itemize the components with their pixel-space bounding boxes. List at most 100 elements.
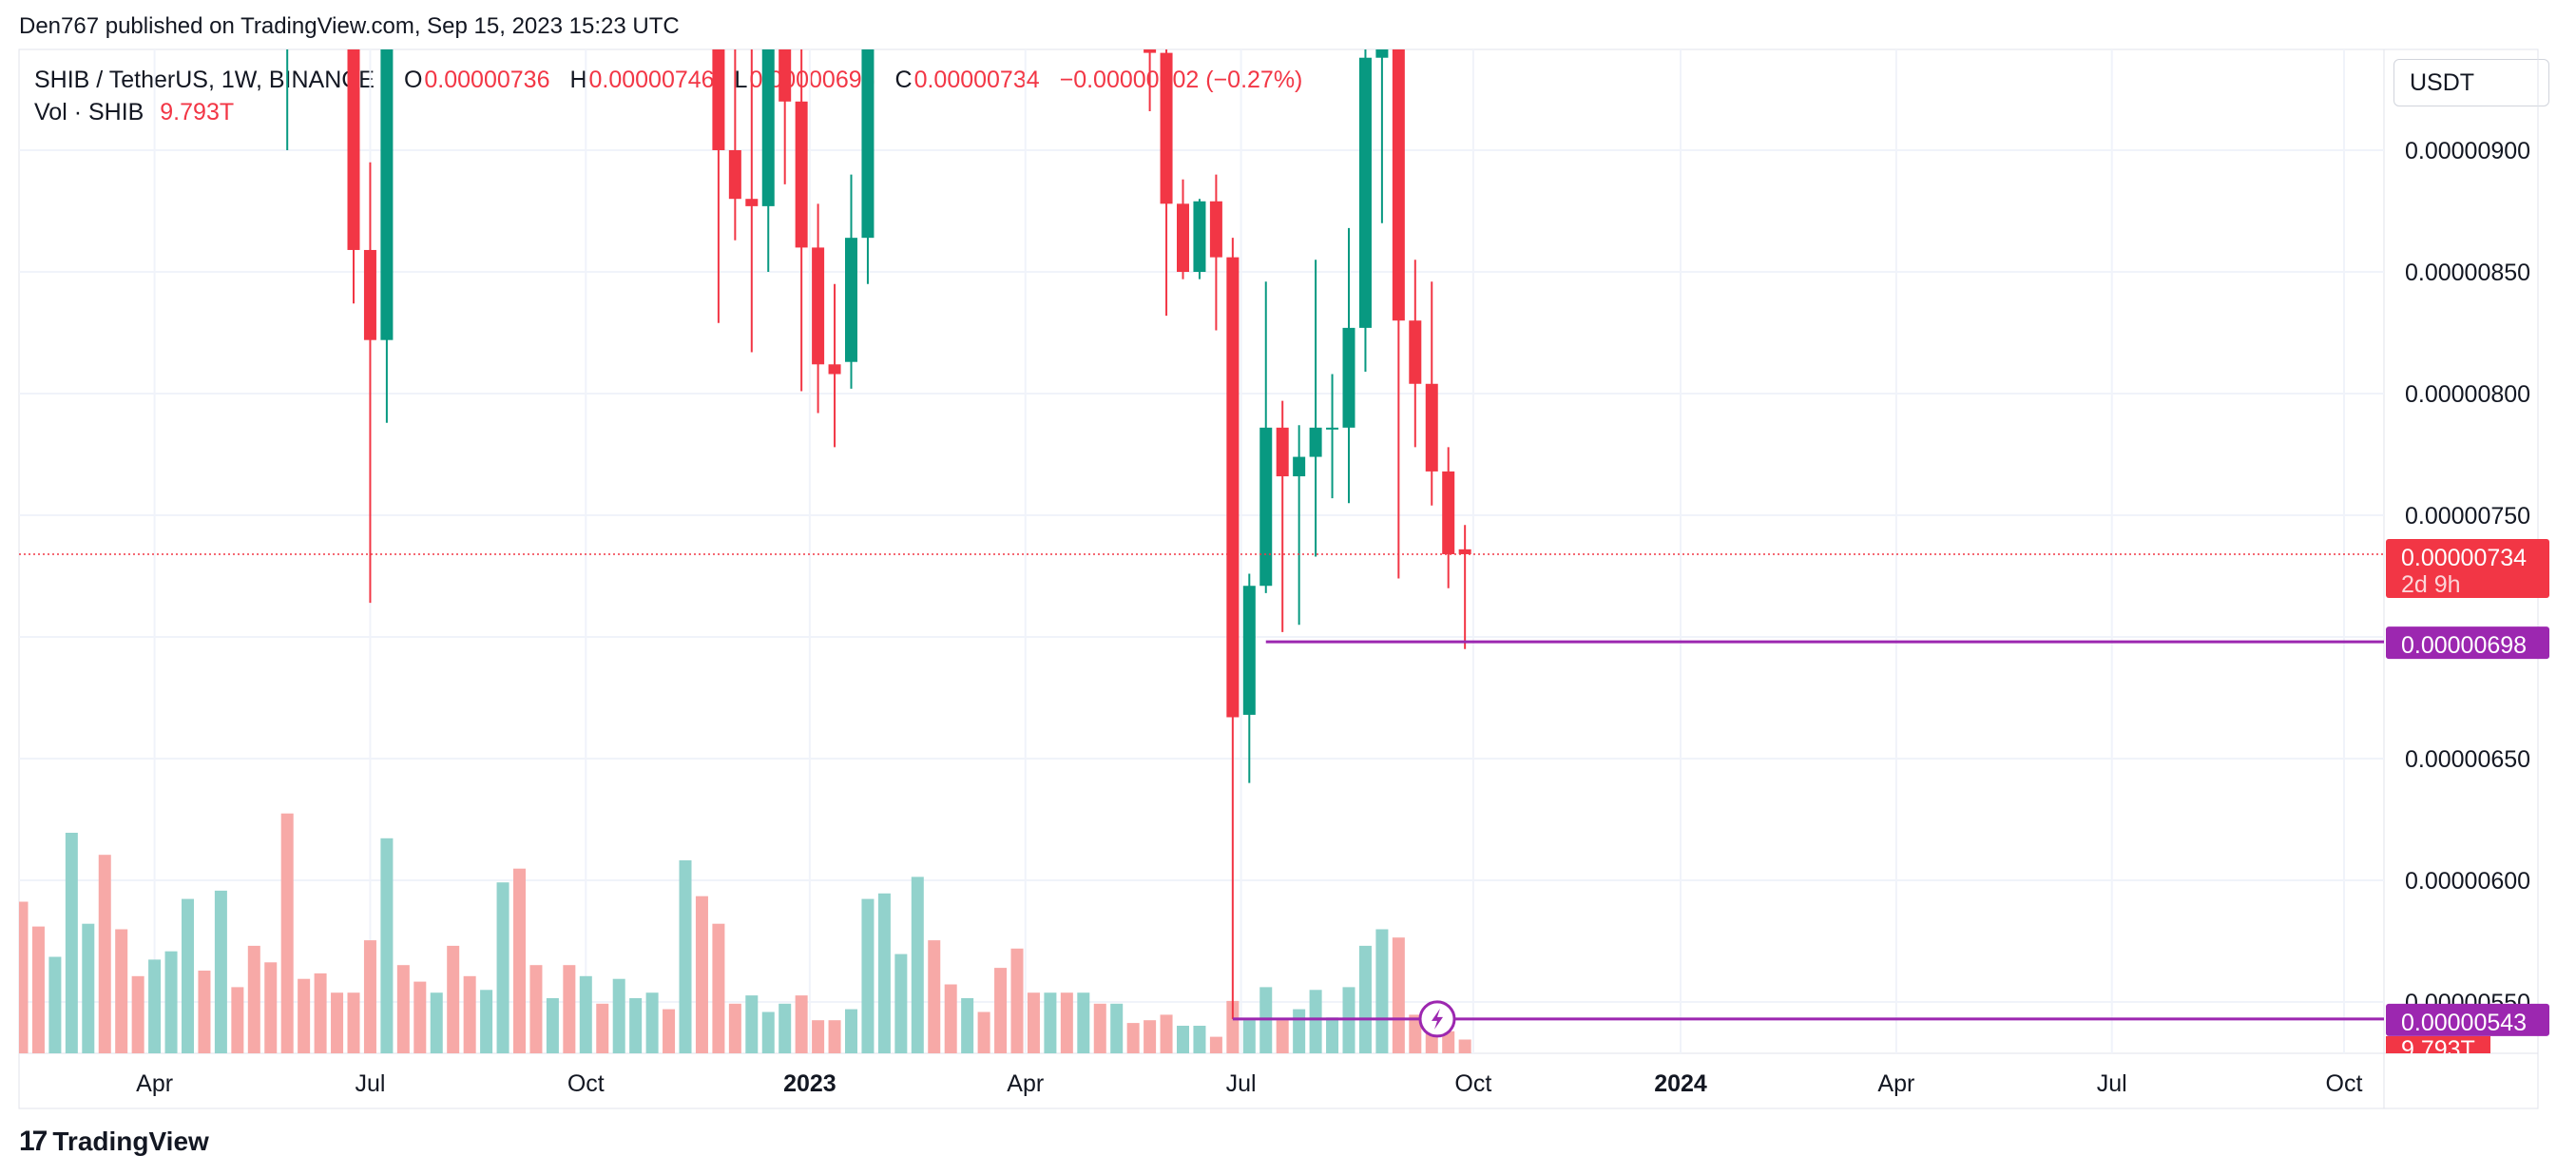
x-tick-label: Oct (567, 1070, 605, 1097)
volume-value: 9.793T (160, 99, 235, 125)
close-value: 0.00000734 (913, 67, 1040, 93)
candle-body (1293, 456, 1306, 477)
tradingview-logo-icon: 17 (19, 1126, 48, 1157)
volume-bar (331, 992, 344, 1053)
y-tick-label: 0.00000600 (2405, 868, 2530, 895)
candle-body (1375, 49, 1389, 58)
x-tick-label: 2024 (1654, 1070, 1707, 1097)
volume-bar (164, 951, 178, 1053)
volume-bar (944, 984, 957, 1053)
volume-bar (298, 978, 311, 1053)
candle-body (828, 364, 841, 375)
symbol-title[interactable]: SHIB / TetherUS, 1W, BINANCE (34, 67, 375, 93)
volume-bar (1077, 992, 1090, 1053)
candle-body (1358, 57, 1372, 328)
volume-bar (961, 998, 974, 1053)
candle-body (861, 49, 875, 239)
support-low-tag (2386, 1003, 2549, 1036)
currency-selector[interactable]: USDT (2393, 59, 2549, 106)
volume-bar (413, 981, 427, 1053)
candle-body (761, 49, 775, 206)
y-tick-label: 0.00000650 (2405, 746, 2530, 773)
volume-bar (1044, 992, 1057, 1053)
candle-body (1259, 427, 1273, 587)
x-tick-label: Apr (136, 1070, 173, 1097)
candle-body (779, 49, 792, 102)
volume-bar (347, 992, 360, 1053)
candle-body (1226, 257, 1240, 718)
plot-area[interactable] (16, 29, 2385, 1053)
volume-tag (2386, 1036, 2490, 1053)
volume-bar (148, 959, 162, 1053)
volume-bar (380, 838, 394, 1053)
volume-bar (894, 953, 908, 1053)
chart-frame (18, 48, 2539, 1109)
candle-body (1193, 201, 1206, 272)
brand-name: TradingView (52, 1127, 209, 1156)
volume-bar (1375, 929, 1389, 1053)
volume-bar (1010, 948, 1024, 1053)
last-price-tag-label: 0.00000734 (2401, 545, 2527, 571)
volume-bar (247, 945, 260, 1053)
volume-bar (1144, 1020, 1157, 1053)
published-by: Den767 published on TradingView.com, Sep… (19, 13, 680, 39)
volume-bar (447, 945, 460, 1053)
volume-tag-label: 9.793T (2401, 1036, 2475, 1063)
volume-bar (596, 1003, 609, 1053)
candle-body (1177, 203, 1189, 272)
volume-bar (645, 992, 659, 1053)
candle-body (745, 199, 759, 206)
y-tick-label: 0.00000900 (2405, 138, 2530, 164)
candle-body (795, 101, 808, 248)
high-value: 0.00000746 (588, 67, 715, 93)
volume-bar (19, 901, 29, 1053)
candle-body (1458, 549, 1471, 554)
volume-bar (280, 813, 294, 1053)
y-tick-label: 0.00000800 (2405, 381, 2530, 408)
volume-bar (728, 1003, 741, 1053)
volume-bar (828, 1020, 841, 1053)
volume-bar (1326, 1017, 1339, 1053)
volume-bar (513, 868, 526, 1053)
candle-body (1242, 586, 1256, 715)
volume-bar (579, 975, 592, 1053)
volume-bar (629, 998, 643, 1053)
candle-body (347, 49, 360, 250)
volume-bar (214, 890, 227, 1053)
x-tick-label: 2023 (783, 1070, 836, 1097)
volume-bar (480, 990, 493, 1053)
last-price-tag-label: 2d 9h (2401, 571, 2461, 598)
volume-bar (48, 956, 62, 1053)
volume-label[interactable]: Vol · SHIB (34, 99, 144, 125)
volume-bar (82, 923, 95, 1053)
candle-body (812, 247, 825, 365)
volume-bar (1093, 1003, 1106, 1053)
volume-bar (679, 860, 692, 1053)
lightning-glyph (1432, 1008, 1443, 1030)
candle-body (1342, 327, 1355, 428)
volume-bar (463, 975, 476, 1053)
candle-body (281, 29, 294, 30)
support-high-tag (2386, 626, 2549, 660)
x-tick-label: Jul (1226, 1070, 1257, 1097)
volume-bar (1060, 992, 1073, 1053)
volume-bar (1458, 1039, 1471, 1053)
volume-bar (182, 898, 194, 1053)
support-high-tag-label: 0.00000698 (2401, 632, 2527, 659)
volume-bar (430, 992, 443, 1053)
tradingview-brand[interactable]: 17 TradingView (19, 1126, 209, 1158)
x-tick-label: Apr (1007, 1070, 1044, 1097)
volume-bar (1442, 1031, 1455, 1053)
volume-bar (1126, 1023, 1140, 1053)
volume-bar (1177, 1026, 1189, 1053)
x-tick-label: Oct (1454, 1070, 1491, 1097)
volume-bar (314, 973, 327, 1053)
volume-bar (546, 998, 559, 1053)
candle-body (1442, 471, 1455, 554)
volume-bar (264, 962, 278, 1053)
volume-bar (198, 971, 211, 1053)
volume-bar (231, 987, 244, 1053)
volume-bar (877, 893, 891, 1053)
volume-bar (977, 1011, 990, 1053)
